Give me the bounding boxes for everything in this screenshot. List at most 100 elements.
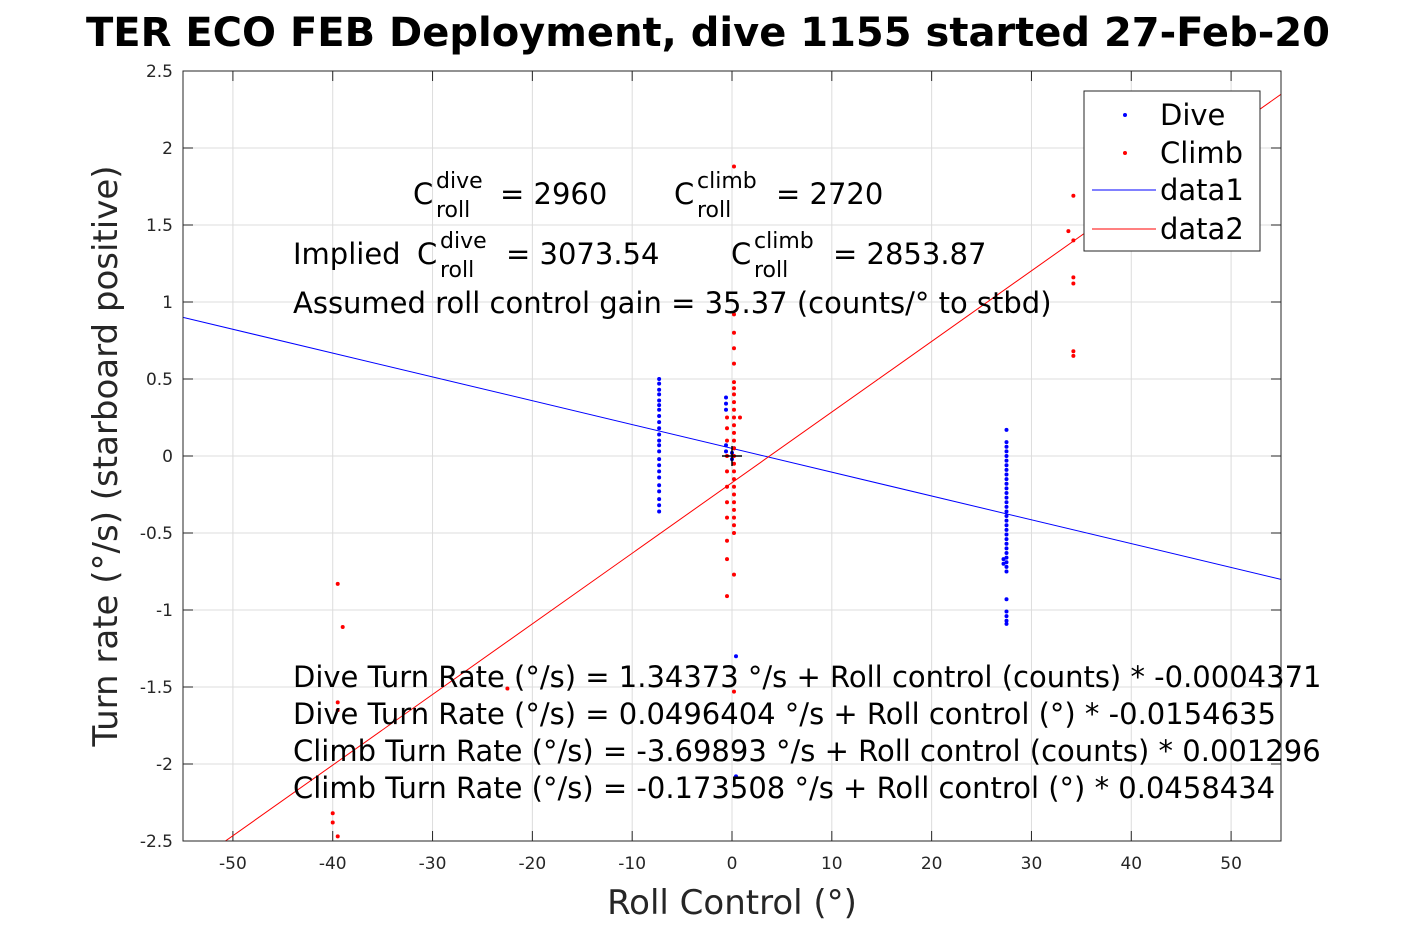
data-point-dive <box>657 463 662 468</box>
data-point-climb <box>731 438 736 443</box>
data-point-climb <box>731 492 736 497</box>
data-point-climb <box>1071 275 1076 280</box>
x-tick-label: -30 <box>419 854 447 874</box>
annotation-c-roll-dive: C dive roll = 2960 <box>413 169 607 223</box>
annotation-c-roll-climb: C climb roll = 2720 <box>674 169 883 223</box>
data-point-dive <box>1004 427 1009 432</box>
data-point-climb <box>725 469 730 474</box>
data-point-dive <box>1004 454 1009 458</box>
data-point-climb <box>725 557 730 562</box>
data-point-climb <box>731 477 736 482</box>
data-point-dive <box>1004 514 1009 519</box>
data-point-dive <box>1004 527 1009 532</box>
data-point-dive <box>724 395 729 400</box>
data-point-climb <box>731 380 736 385</box>
legend-box <box>1083 90 1261 252</box>
legend-label-climb: Climb <box>1160 136 1243 170</box>
data-point-dive <box>733 654 738 659</box>
data-point-dive <box>1001 561 1006 566</box>
data-point-dive <box>1004 500 1009 505</box>
legend-label-dive: Dive <box>1160 98 1225 132</box>
data-point-climb <box>1071 349 1076 354</box>
data-point-climb <box>1066 229 1071 234</box>
x-tick-label: 20 <box>921 854 943 874</box>
x-tick-label: 30 <box>1021 854 1043 874</box>
data-point-dive <box>657 392 662 397</box>
data-point-dive <box>1004 472 1009 477</box>
data-point-dive <box>657 413 662 418</box>
data-point-climb <box>1071 238 1076 243</box>
annotation-sub: roll <box>754 258 788 283</box>
data-point-climb <box>731 415 736 420</box>
data-point-climb <box>731 361 736 366</box>
data-point-climb <box>1071 193 1076 198</box>
data-point-climb <box>340 624 345 629</box>
x-axis-ticks: -50 -40 -30 -20 -10 0 10 20 30 40 50 <box>219 71 1242 874</box>
x-tick-label: -40 <box>319 854 347 874</box>
data-point-climb <box>731 346 736 351</box>
data-point-dive <box>657 398 662 403</box>
data-point-dive <box>1004 509 1009 514</box>
annotation-sup: climb <box>697 169 757 194</box>
data-point-dive <box>657 489 662 494</box>
data-point-dive <box>657 403 662 408</box>
annotation-value: = 2720 <box>776 177 883 211</box>
annotation-sub: roll <box>697 198 731 223</box>
data-point-dive <box>1004 551 1009 556</box>
data-point-dive <box>1004 614 1009 619</box>
x-tick-label: 50 <box>1220 854 1242 874</box>
data-point-dive <box>1004 458 1009 463</box>
data-point-climb <box>330 811 335 816</box>
legend: Dive Climb data1 data2 <box>1083 90 1261 252</box>
data-point-climb <box>725 538 730 543</box>
annotation-prefix: Implied <box>293 237 401 271</box>
x-tick-label: 0 <box>727 854 738 874</box>
data-point-dive <box>1004 467 1009 472</box>
data-point-climb <box>731 330 736 335</box>
svg-text:C: C <box>413 177 433 211</box>
data-point-dive <box>657 503 662 508</box>
data-point-climb <box>335 581 340 586</box>
data-point-dive <box>1004 541 1009 546</box>
annotation-value: = 3073.54 <box>506 237 659 271</box>
data-point-climb <box>731 572 736 577</box>
data-point-dive <box>1004 449 1009 454</box>
annotation-base: C <box>731 237 751 271</box>
y-tick-label: 0.5 <box>146 370 173 390</box>
data-point-dive <box>1004 440 1009 445</box>
y-axis-label: Turn rate (°/s) (starboard positive) <box>86 165 126 747</box>
data-point-dive <box>1004 560 1009 565</box>
data-point-dive <box>1004 537 1009 542</box>
data-point-dive <box>1004 518 1009 523</box>
data-point-dive <box>1004 504 1009 509</box>
data-point-dive <box>657 449 662 454</box>
data-point-dive <box>657 457 662 462</box>
annotation-sup: dive <box>436 169 483 194</box>
data-point-climb <box>731 430 736 435</box>
annotation-sup: climb <box>754 229 814 254</box>
annotation-gain: Assumed roll control gain = 35.37 (count… <box>293 286 1052 320</box>
data-point-climb <box>731 523 736 528</box>
data-point-climb <box>725 438 730 443</box>
legend-marker-climb <box>1123 151 1127 155</box>
data-point-climb <box>725 515 730 520</box>
data-point-dive <box>1004 621 1009 626</box>
y-axis-ticks: -2.5 -2 -1.5 -1 -0.5 0 0.5 1 1.5 2 2.5 <box>140 62 1281 852</box>
data-point-climb <box>335 708 340 713</box>
data-point-climb <box>330 820 335 825</box>
x-tick-label: -50 <box>219 854 247 874</box>
data-point-dive <box>724 443 729 448</box>
legend-label-data2: data2 <box>1160 212 1244 246</box>
data-point-dive <box>1004 481 1009 486</box>
data-point-dive <box>657 432 662 437</box>
data-point-climb <box>731 386 736 391</box>
data-point-climb <box>725 415 730 420</box>
data-point-climb <box>731 446 736 451</box>
annotation-base: C <box>413 177 433 211</box>
data-point-climb <box>731 164 736 169</box>
data-point-climb <box>335 700 340 705</box>
annotation-base: C <box>674 177 694 211</box>
data-point-dive <box>657 497 662 502</box>
data-point-dive <box>724 401 729 406</box>
